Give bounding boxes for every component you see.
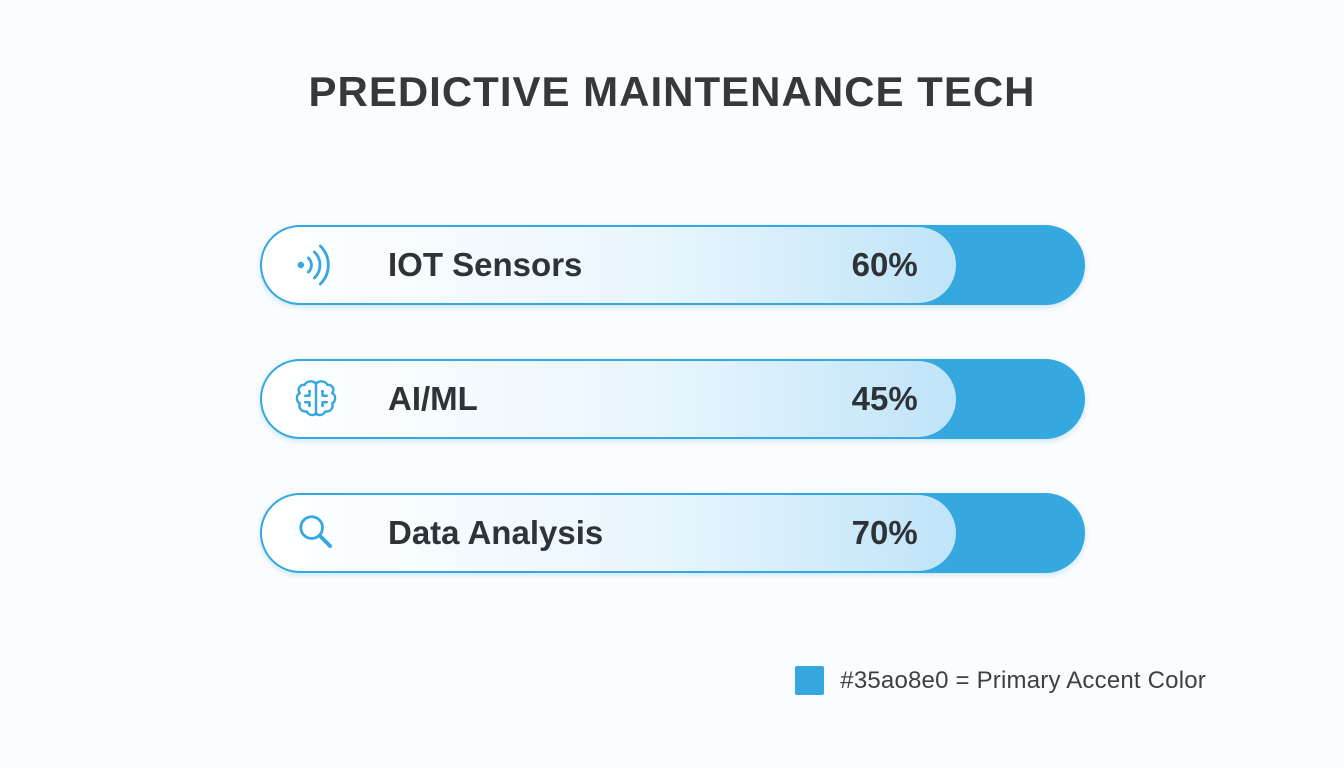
legend-color-swatch xyxy=(795,666,825,695)
bar-value: 70% xyxy=(851,514,918,551)
bar-label: AI/ML xyxy=(388,380,478,417)
bar-value: 60% xyxy=(851,246,918,283)
bar-row-ai-ml: AI/ML 45% xyxy=(260,359,1085,439)
bar-chart: IOT Sensors 60% xyxy=(260,225,1085,627)
bar-fill: IOT Sensors 60% xyxy=(262,227,956,303)
bar-fill: Data Analysis 70% xyxy=(262,495,956,571)
bar-label: IOT Sensors xyxy=(388,246,583,283)
iot-signal-icon xyxy=(288,237,344,293)
magnifier-icon xyxy=(288,505,344,561)
bar-label: Data Analysis xyxy=(388,514,604,551)
bar-value: 45% xyxy=(851,380,918,417)
legend-label: #35ao8e0 = Primary Accent Color xyxy=(840,666,1206,694)
bar-row-iot-sensors: IOT Sensors 60% xyxy=(260,225,1085,305)
bar-fill: AI/ML 45% xyxy=(262,361,956,437)
bar-row-data-analysis: Data Analysis 70% xyxy=(260,493,1085,573)
legend: #35ao8e0 = Primary Accent Color xyxy=(795,666,1206,695)
page-title: PREDICTIVE MAINTENANCE TECH xyxy=(308,68,1036,115)
ai-brain-icon xyxy=(288,371,344,427)
